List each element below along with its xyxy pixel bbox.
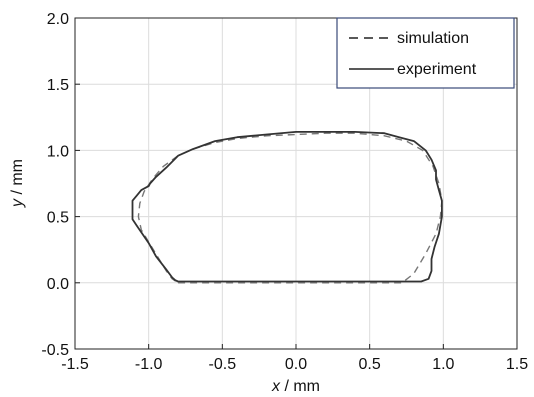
x-tick-label-6: 1.5 [506,356,528,373]
x-tick-label-1: -1.0 [135,356,163,373]
x-tick-label-5: 1.0 [432,356,454,373]
y-tick-label-4: 1.5 [47,77,69,94]
y-tick-label-3: 1.0 [47,143,69,160]
x-tick-label-2: -0.5 [209,356,237,373]
x-tick-label-4: 0.5 [359,356,381,373]
legend: simulation experiment [336,17,515,89]
series-line-experiment [131,130,443,283]
x-axis-unit: / mm [280,378,320,395]
x-tick-label-0: -1.5 [61,356,89,373]
series-line-simulation [137,132,443,284]
y-tick-label-2: 0.5 [47,210,69,227]
legend-label-simulation: simulation [397,30,469,47]
x-axis-label: x / mm [271,378,320,395]
x-tick-label-3: 0.0 [285,356,307,373]
y-axis-var: y [9,198,26,208]
axis-ticks: -1.5 -1.0 -0.5 0.0 0.5 1.0 1.5 -0.5 0.0 0.5 1.0 1.5… [41,11,528,373]
legend-label-experiment: experiment [397,61,477,78]
y-tick-label-0: -0.5 [41,342,69,359]
series-group [131,130,443,284]
y-tick-label-5: 2.0 [47,11,69,28]
y-axis-unit: / mm [9,159,26,199]
x-axis-var: x [271,378,281,395]
y-tick-label-1: 0.0 [47,276,69,293]
legend-box [336,17,515,89]
y-axis-label: y / mm [9,159,26,208]
